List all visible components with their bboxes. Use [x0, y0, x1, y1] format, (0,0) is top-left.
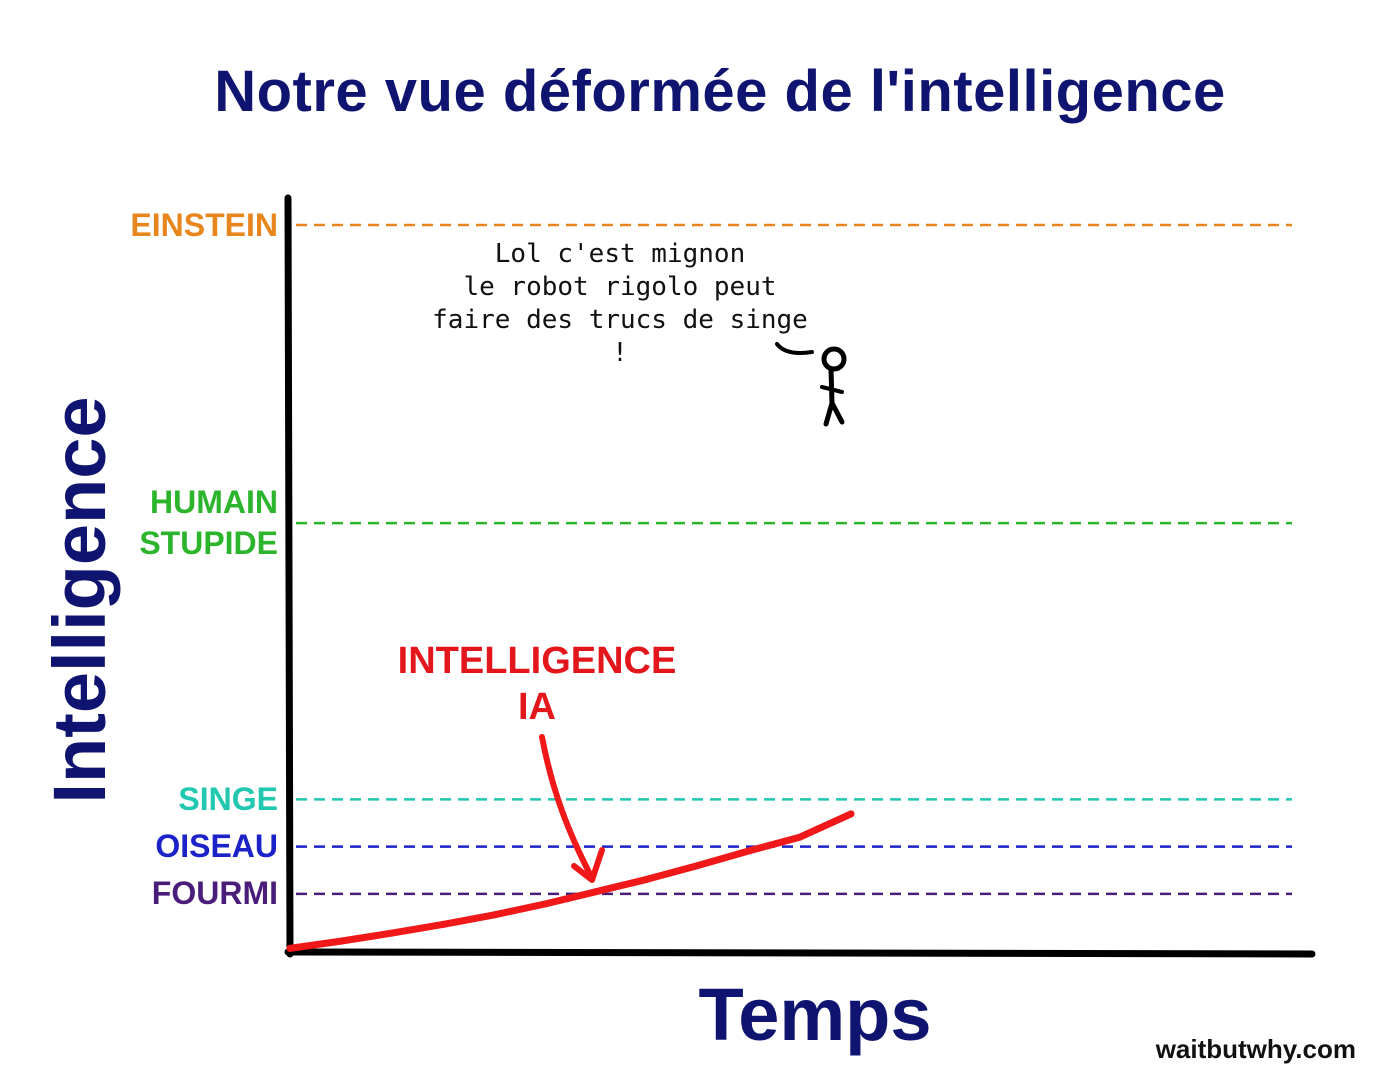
- chart-title: Notre vue déformée de l'intelligence: [214, 59, 1226, 124]
- level-label-line: STUPIDE: [139, 525, 278, 562]
- series-point-ia: [643, 875, 651, 883]
- level-label-fourmi: FOURMI: [152, 873, 278, 914]
- level-label-einstein: EINSTEIN: [130, 205, 278, 246]
- speech-line-1: Lol c'est mignon: [494, 239, 746, 269]
- level-label-line: SINGE: [178, 780, 278, 817]
- speech-bubble-text: Lol c'est mignon le robot rigolo peut fa…: [420, 238, 820, 370]
- series-point-ia: [337, 937, 345, 945]
- ai-arrow-head: [571, 847, 605, 883]
- y-axis-label: Intelligence: [38, 396, 121, 804]
- ai-label-line-1: INTELLIGENCE: [397, 640, 677, 682]
- speech-line-2: le robot rigolo peut: [463, 272, 777, 302]
- ai-intelligence-label: INTELLIGENCE IA: [372, 638, 702, 730]
- level-label-line: HUMAIN: [150, 484, 278, 521]
- ai-label-line-2: IA: [518, 686, 556, 728]
- x-axis-line: [284, 948, 1316, 958]
- level-label-line: OISEAU: [155, 828, 278, 865]
- series-point-ia: [286, 944, 294, 952]
- series-point-ia: [694, 861, 702, 869]
- series-point-ia: [796, 833, 804, 841]
- series-point-ia: [439, 920, 447, 928]
- speech-tail: [775, 342, 814, 355]
- series-point-ia: [388, 929, 396, 937]
- series-point-ia: [541, 900, 549, 908]
- level-label-line: EINSTEIN: [130, 206, 278, 243]
- speech-line-3: faire des trucs de singe !: [432, 305, 808, 368]
- level-label-humain-stupide: HUMAIN STUPIDE: [139, 482, 278, 564]
- level-label-oiseau: OISEAU: [155, 826, 278, 867]
- series-point-ia: [490, 911, 498, 919]
- y-axis-line: [284, 194, 294, 958]
- credit-text: waitbutwhy.com: [1155, 1034, 1356, 1064]
- series-point-ia: [847, 810, 855, 818]
- series-point-ia: [745, 847, 753, 855]
- ai-arrow-shaft: [539, 734, 595, 881]
- x-axis-label: Temps: [698, 973, 932, 1056]
- level-label-singe: SINGE: [178, 779, 278, 820]
- stick-figure-body: [828, 366, 835, 406]
- stick-figure: [775, 342, 847, 427]
- stick-figure-arms: [820, 385, 844, 394]
- stick-figure-head: [821, 346, 847, 372]
- stick-figure-legs: [823, 400, 845, 427]
- series-point-ia: [592, 888, 600, 896]
- series-line-ia: [286, 810, 855, 952]
- level-label-line: FOURMI: [151, 875, 278, 912]
